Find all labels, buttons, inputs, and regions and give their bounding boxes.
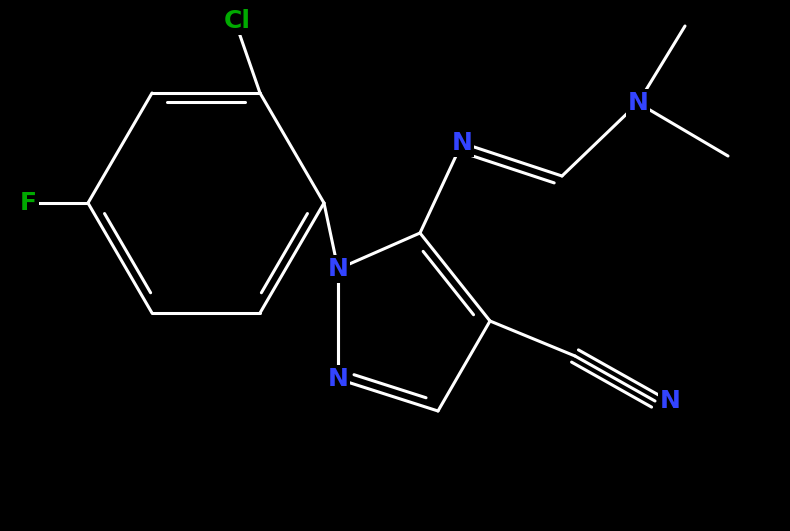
Text: N: N [328, 257, 348, 281]
Text: N: N [627, 91, 649, 115]
Text: N: N [452, 131, 472, 155]
Text: N: N [660, 389, 680, 413]
Text: N: N [328, 367, 348, 391]
Text: F: F [20, 191, 36, 215]
Text: Cl: Cl [224, 9, 250, 33]
